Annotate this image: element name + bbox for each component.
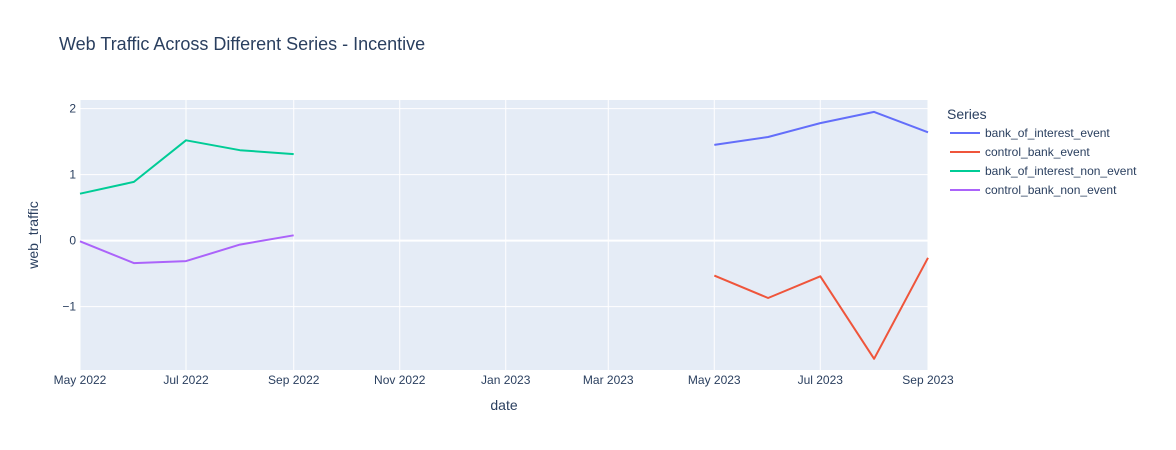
y-axis-ticks: 2 1 0 −1 <box>62 102 76 314</box>
legend-item-label[interactable]: control_bank_event <box>985 145 1090 159</box>
x-tick-label: Nov 2022 <box>374 373 426 387</box>
series-line-bank-of-interest-non-event[interactable] <box>79 139 294 195</box>
series-line-control-bank-event[interactable] <box>713 257 929 360</box>
series-line-control-bank-non-event[interactable] <box>79 234 294 265</box>
chart-title: Web Traffic Across Different Series - In… <box>59 34 425 54</box>
legend-item-label[interactable]: bank_of_interest_event <box>985 126 1110 140</box>
x-tick-label: Mar 2023 <box>583 373 634 387</box>
y-tick-label: 0 <box>69 234 76 248</box>
x-tick-label: Sep 2022 <box>268 373 320 387</box>
x-tick-label: Sep 2023 <box>902 373 954 387</box>
x-axis-ticks: May 2022 Jul 2022 Sep 2022 Nov 2022 Jan 2023… <box>54 373 954 387</box>
y-tick-label: 2 <box>69 102 76 116</box>
series-lines <box>79 110 929 360</box>
grid-lines <box>79 100 929 370</box>
x-tick-label: Jul 2022 <box>163 373 209 387</box>
x-tick-label: Jan 2023 <box>481 373 531 387</box>
legend-item-label[interactable]: control_bank_non_event <box>985 183 1117 197</box>
y-axis-title: web_traffic <box>25 201 41 269</box>
y-tick-label: −1 <box>62 300 76 314</box>
series-line-bank-of-interest-event[interactable] <box>714 110 929 146</box>
y-tick-label: 1 <box>69 168 76 182</box>
legend-item-label[interactable]: bank_of_interest_non_event <box>985 164 1137 178</box>
x-axis-title: date <box>490 397 517 413</box>
x-tick-label: Jul 2023 <box>798 373 844 387</box>
legend-title: Series <box>947 106 987 122</box>
x-tick-label: May 2022 <box>54 373 107 387</box>
legend: Series bank_of_interest_event control_ban… <box>947 106 1137 197</box>
plot-area[interactable] <box>80 100 928 370</box>
x-tick-label: May 2023 <box>688 373 741 387</box>
